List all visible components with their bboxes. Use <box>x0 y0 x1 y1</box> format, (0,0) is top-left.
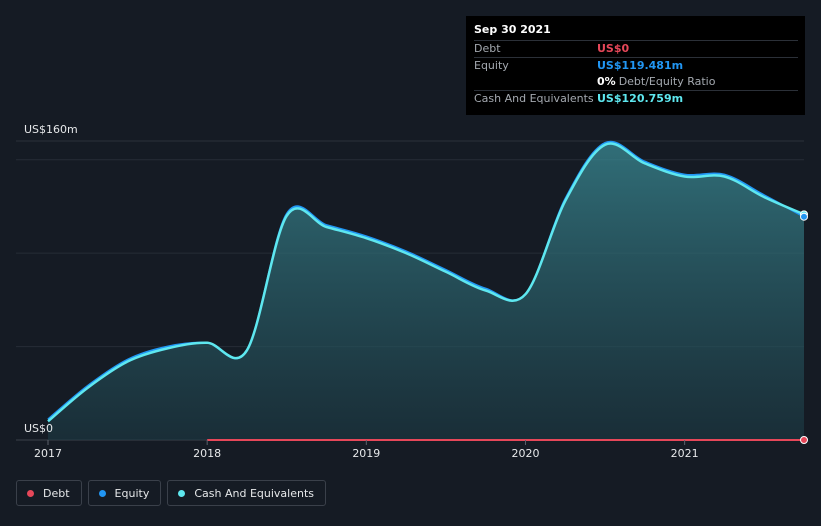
tooltip-ratio-value: 0% <box>597 75 616 88</box>
x-tick-label-2020: 2020 <box>511 447 539 460</box>
equity-line <box>47 140 805 421</box>
legend: Debt Equity Cash And Equivalents <box>16 480 326 506</box>
tooltip: Sep 30 2021 Debt US$0 Equity US$119.481m… <box>466 16 805 115</box>
tooltip-cash-label: Cash And Equivalents <box>474 92 594 105</box>
legend-item-cash[interactable]: Cash And Equivalents <box>167 480 326 506</box>
debt-end-marker <box>800 436 808 444</box>
x-tick-label-2021: 2021 <box>671 447 699 460</box>
y-axis-bottom-label: US$0 <box>24 422 53 435</box>
tooltip-debt-value: US$0 <box>597 42 630 55</box>
legend-item-debt[interactable]: Debt <box>16 480 82 506</box>
y-axis-top-label: US$160m <box>24 123 78 136</box>
tooltip-equity-value: US$119.481m <box>597 59 684 72</box>
legend-label-debt: Debt <box>43 486 70 500</box>
debt-dot-icon <box>27 489 34 497</box>
x-tick-label-2018: 2018 <box>193 447 221 460</box>
tooltip-ratio-label: Debt/Equity Ratio <box>618 75 716 88</box>
x-tick-label-2017: 2017 <box>34 447 62 460</box>
x-tick-label-2019: 2019 <box>352 447 380 460</box>
cash-dot-icon <box>178 489 186 497</box>
cash-area <box>48 143 804 440</box>
tooltip-cash-value: US$120.759m <box>597 92 684 105</box>
legend-item-equity[interactable]: Equity <box>87 480 162 506</box>
equity-end-marker <box>800 212 808 221</box>
tooltip-debt-label: Debt <box>474 42 501 55</box>
cash-line <box>47 142 805 423</box>
tooltip-equity-label: Equity <box>474 59 509 72</box>
equity-dot-icon <box>98 489 106 497</box>
legend-label-cash: Cash And Equivalents <box>194 486 314 500</box>
tooltip-date: Sep 30 2021 <box>474 23 551 36</box>
legend-label-equity: Equity <box>114 486 150 500</box>
